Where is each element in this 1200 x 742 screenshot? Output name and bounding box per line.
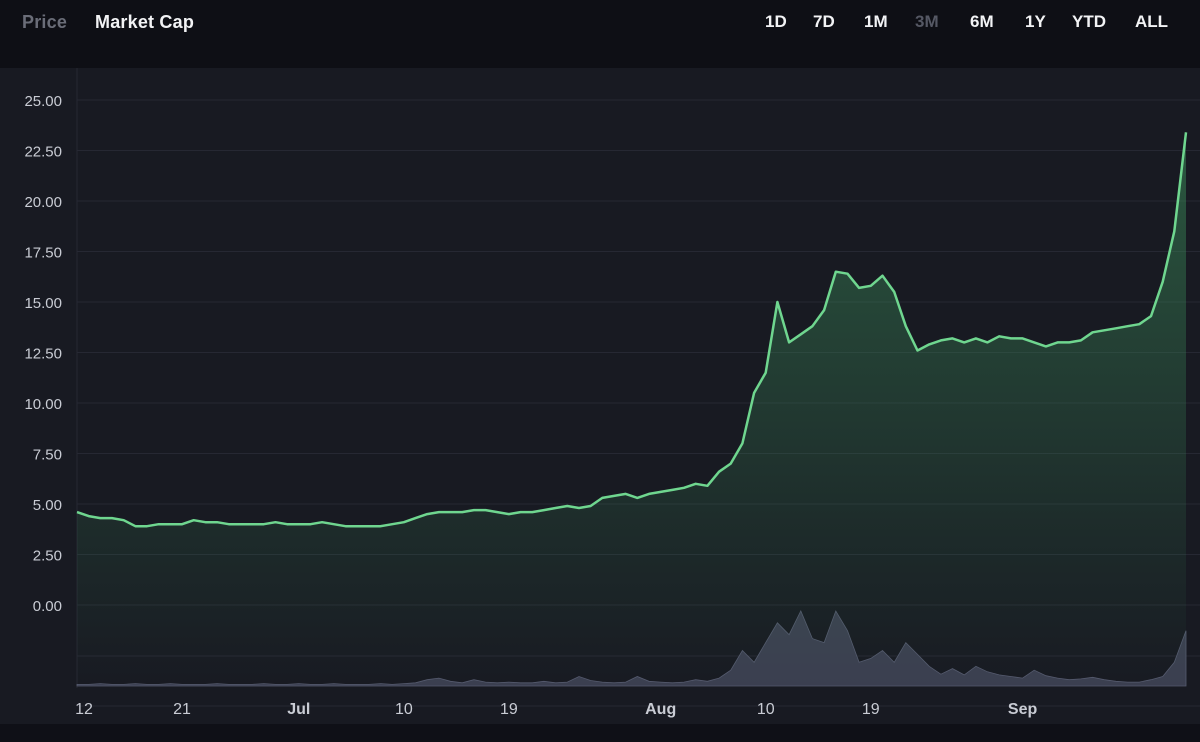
range-1d-button[interactable]: 1D [765, 12, 787, 31]
x-tick-label: 19 [500, 701, 518, 718]
range-7d-button[interactable]: 7D [813, 12, 835, 31]
x-tick-label: 10 [395, 701, 413, 718]
y-tick-label: 2.50 [33, 548, 62, 565]
range-ytd-button[interactable]: YTD [1072, 12, 1106, 31]
chart-area[interactable]: 25.00 22.50 20.00 17.50 15.00 12.50 10.00 7.50 5… [0, 68, 1200, 724]
x-tick-label: 12 [75, 701, 93, 718]
x-tick-label: Jul [287, 701, 310, 718]
y-tick-label: 15.00 [24, 295, 62, 312]
y-tick-label: 10.00 [24, 396, 62, 413]
range-1y-button[interactable]: 1Y [1025, 12, 1046, 31]
market-cap-chart[interactable]: 25.00 22.50 20.00 17.50 15.00 12.50 10.00 7.50 5… [0, 68, 1200, 724]
y-tick-label: 17.50 [24, 245, 62, 262]
y-tick-label: 22.50 [24, 144, 62, 161]
x-tick-label: 10 [757, 701, 775, 718]
y-axis-labels: 25.00 22.50 20.00 17.50 15.00 12.50 10.00 7.50 5… [24, 93, 62, 615]
y-tick-label: 0.00 [33, 598, 62, 615]
x-tick-label: Sep [1008, 701, 1038, 718]
tab-market-cap[interactable]: Market Cap [95, 12, 195, 32]
range-3m-button[interactable]: 3M [915, 12, 939, 31]
y-tick-label: 7.50 [33, 447, 62, 464]
y-tick-label: 25.00 [24, 93, 62, 110]
range-all-button[interactable]: ALL [1135, 12, 1169, 31]
bottom-strip [0, 724, 1200, 742]
price-line [76, 132, 1188, 528]
price-area [76, 132, 1188, 687]
top-bar: Price Market Cap 1D 7D 1M 3M 6M 1Y YTD A… [0, 0, 1200, 68]
range-1m-button[interactable]: 1M [864, 12, 888, 31]
y-tick-label: 5.00 [33, 497, 62, 514]
x-tick-label: 19 [862, 701, 880, 718]
price-area-fill [77, 132, 1186, 687]
range-6m-button[interactable]: 6M [970, 12, 994, 31]
y-tick-label: 12.50 [24, 346, 62, 363]
x-tick-label: 21 [173, 701, 191, 718]
tab-price[interactable]: Price [22, 12, 68, 32]
x-tick-label: Aug [645, 701, 676, 718]
x-axis-labels: 12 21 Jul 10 19 Aug 10 19 Sep [75, 701, 1037, 718]
y-tick-label: 20.00 [24, 194, 62, 211]
